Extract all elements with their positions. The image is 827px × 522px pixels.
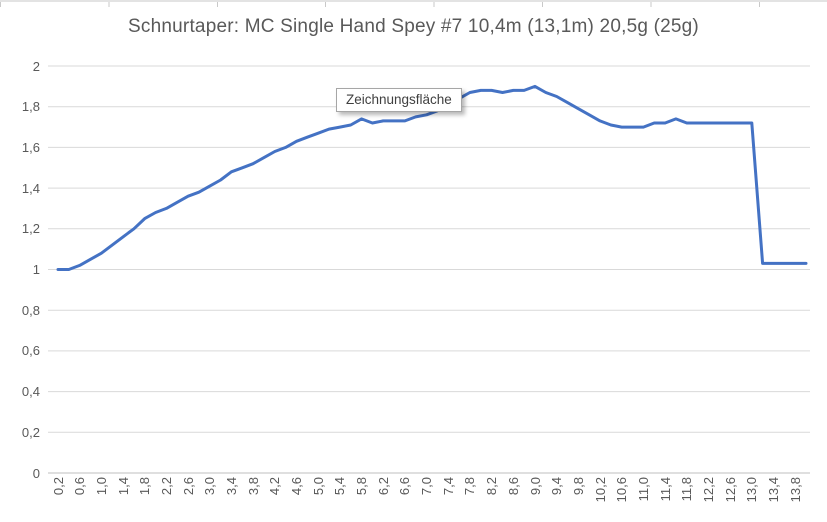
x-tick-label: 11,8 — [679, 477, 695, 502]
x-tick-label: 6,6 — [397, 477, 413, 496]
x-tick-label: 4,6 — [289, 477, 304, 496]
x-tick-label: 10,6 — [614, 477, 630, 503]
y-tick-label: 0,8 — [21, 302, 40, 318]
y-tick-label: 0,6 — [21, 343, 40, 359]
x-tick-label: 13,8 — [787, 477, 803, 503]
y-tick-label: 2 — [32, 58, 40, 74]
x-tick-label: 5,0 — [310, 477, 326, 496]
x-tick-label: 3,0 — [202, 477, 218, 496]
x-tick-label: 1,0 — [93, 477, 109, 496]
x-tick-label: 1,8 — [137, 477, 153, 496]
y-tick-label: 1 — [32, 262, 40, 277]
x-tick-label: 5,8 — [354, 477, 369, 496]
plot-area-tooltip: Zeichnungsfläche — [336, 88, 462, 112]
x-tick-label: 10,2 — [592, 477, 608, 503]
y-tick-label: 0 — [32, 465, 40, 481]
x-tick-label: 9,4 — [549, 477, 565, 496]
x-tick-label: 3,4 — [223, 477, 239, 496]
x-tick-label: 0,6 — [72, 477, 88, 496]
x-tick-label: 0,2 — [50, 477, 66, 496]
y-tick-label: 0,2 — [21, 424, 40, 440]
data-series-line[interactable] — [56, 84, 808, 271]
x-tick-label: 6,2 — [375, 477, 391, 496]
x-tick-label: 4,2 — [267, 477, 283, 496]
y-tick-label: 1,2 — [21, 221, 40, 237]
x-tick-label: 8,2 — [484, 477, 500, 496]
y-tick-label: 0,4 — [21, 384, 40, 400]
x-tick-label: 9,0 — [527, 477, 543, 496]
y-tick-label: 1,8 — [21, 99, 40, 115]
x-tick-label: 1,4 — [115, 477, 131, 496]
x-tick-label: 7,0 — [419, 477, 435, 496]
x-tick-label: 11,0 — [635, 477, 651, 502]
y-tick-label: 1,6 — [21, 139, 40, 155]
x-tick-label: 13,4 — [766, 477, 781, 503]
chart-title: Schnurtaper: MC Single Hand Spey #7 10,4… — [128, 16, 699, 37]
x-tick-label: 12,6 — [722, 477, 738, 503]
x-tick-label: 13,0 — [744, 477, 760, 503]
x-tick-label: 7,8 — [462, 477, 478, 496]
x-tick-label: 12,2 — [700, 477, 716, 503]
x-tick-label: 2,6 — [180, 477, 196, 496]
x-tick-label: 9,8 — [570, 477, 586, 496]
x-tick-label: 2,2 — [158, 477, 174, 496]
y-tick-label: 1,4 — [21, 180, 40, 196]
x-tick-label: 3,8 — [245, 477, 261, 496]
x-tick-label: 11,4 — [657, 477, 673, 502]
gridlines — [48, 65, 810, 474]
x-tick-label: 8,6 — [505, 477, 521, 496]
spreadsheet-gridline-strip — [0, 0, 827, 7]
x-tick-label: 7,4 — [440, 477, 456, 496]
x-tick-label: 5,4 — [332, 477, 348, 496]
